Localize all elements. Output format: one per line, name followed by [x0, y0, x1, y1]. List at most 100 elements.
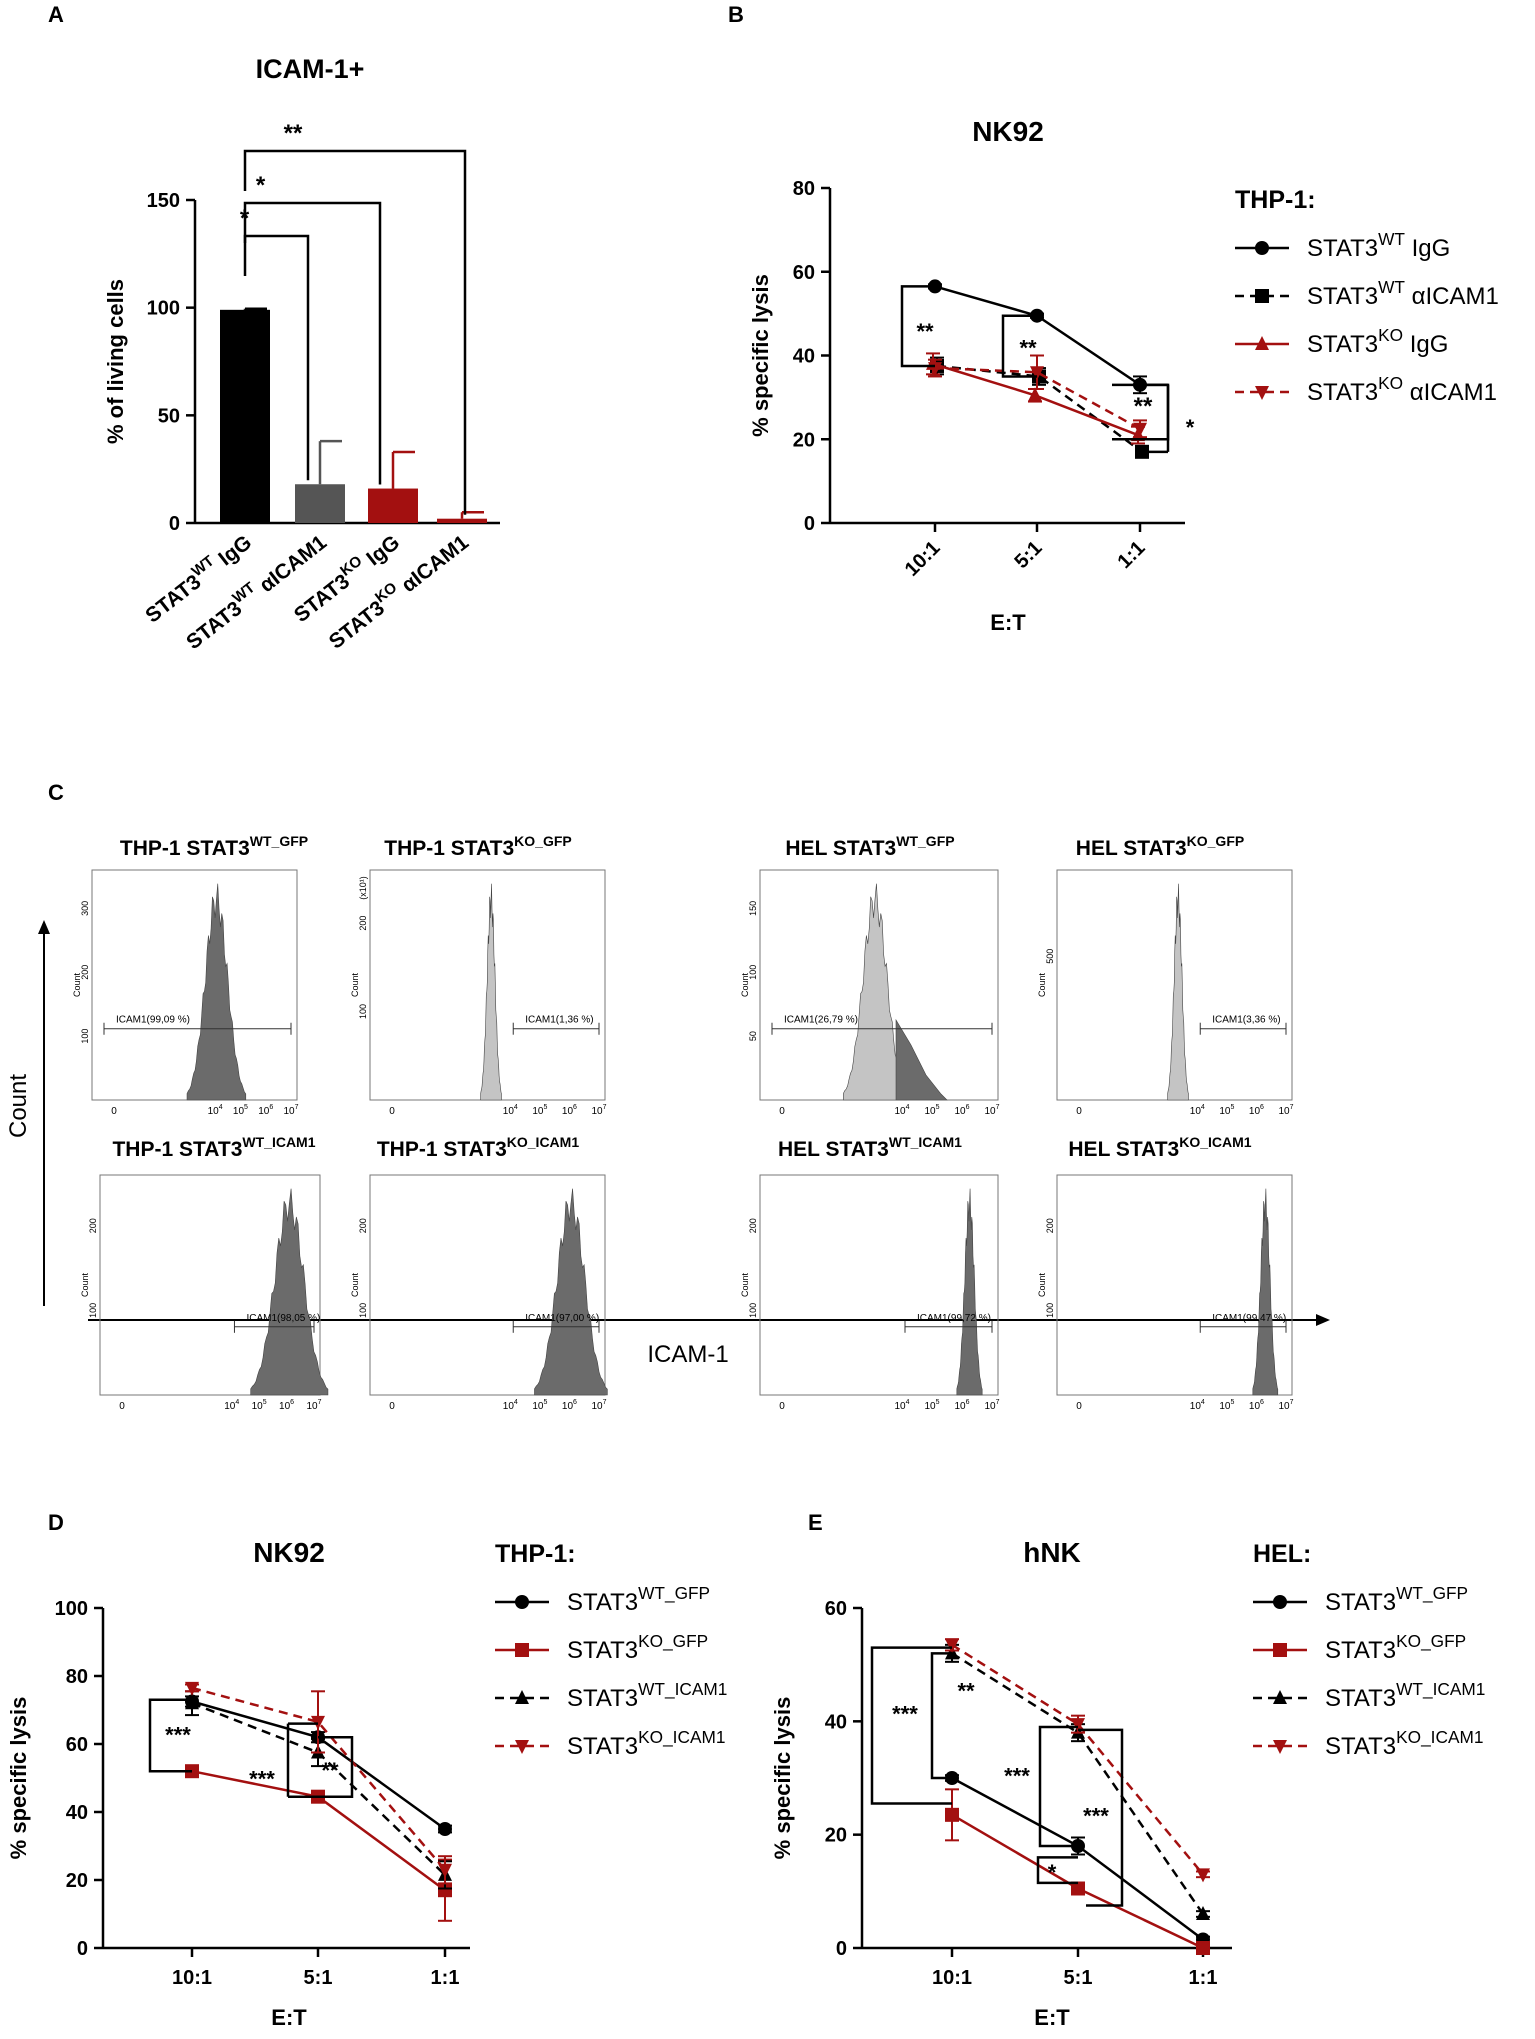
- flow-x-tick-label: 107: [984, 1104, 999, 1117]
- panel-e-line-chart: hNK 0 20 40 60 10:1 5:1 1:1 E:T % specific lysis H…: [770, 1537, 1485, 2030]
- chart-d-series-line: [191, 1769, 446, 1892]
- flow-x-tick-label: 107: [591, 1399, 606, 1412]
- flow-histogram: [956, 1188, 983, 1396]
- chart-e-legend-label-sup: KO_ICAM1: [1396, 1727, 1483, 1747]
- flow-x-tick-base: 10: [591, 1106, 603, 1117]
- flow-plot-title-sup: KO_GFP: [514, 833, 572, 849]
- chart-e-data-point: [945, 1638, 959, 1653]
- chart-b-legend-label-sup: KO: [1378, 373, 1403, 393]
- flow-x-tick-exp: 5: [244, 1104, 248, 1111]
- flow-gate-label: ICAM1(26,79 %): [784, 1015, 858, 1026]
- chart-a-significance-bracket: [243, 201, 382, 485]
- chart-b-significance-label: **: [916, 319, 934, 344]
- flow-plot-title: HEL STAT3WT_GFP: [785, 833, 954, 860]
- flow-x-tick-exp: 5: [263, 1399, 267, 1406]
- flow-x-tick-base: 10: [1219, 1106, 1231, 1117]
- chart-d-legend-label-sup: WT_GFP: [638, 1583, 710, 1603]
- flow-x-tick-label: 107: [306, 1399, 321, 1412]
- flow-x-tick-base: 0: [119, 1401, 125, 1412]
- flow-x-tick-base: 10: [1190, 1106, 1202, 1117]
- chart-d-y-label: % specific lysis: [6, 1697, 31, 1860]
- chart-e-legend-label-main: STAT3: [1325, 1637, 1396, 1664]
- flow-plot-title-main: HEL STAT3: [785, 837, 896, 860]
- chart-e-x-tick-label: 10:1: [932, 1967, 972, 1989]
- flow-y-multiplier: (x10¹): [358, 876, 368, 900]
- flow-gate-label: ICAM1(1,36 %): [525, 1015, 593, 1026]
- flow-x-tick-exp: 6: [573, 1104, 577, 1111]
- chart-d-significance-bracket: [286, 1722, 318, 1798]
- flow-x-tick-exp: 5: [543, 1399, 547, 1406]
- flow-y-tick-value: 50: [748, 1031, 758, 1041]
- flow-x-arrow-head: [1316, 1314, 1330, 1326]
- chart-d-legend-label-main: STAT3: [567, 1589, 638, 1616]
- flow-x-tick-label: 106: [279, 1399, 294, 1412]
- flow-x-tick-exp: 6: [1260, 1104, 1264, 1111]
- chart-b-legend-marker: [1255, 289, 1269, 303]
- flow-x-tick-label: 0: [389, 1401, 395, 1412]
- chart-d-significance-bracket: [148, 1698, 192, 1773]
- flow-x-tick-exp: 5: [543, 1104, 547, 1111]
- chart-d-legend-label-sup: KO_GFP: [638, 1631, 708, 1651]
- chart-e-legend-label-sup: KO_GFP: [1396, 1631, 1466, 1651]
- chart-d-legend-title: THP-1:: [495, 1540, 576, 1568]
- flow-y-tick-value: 100: [88, 1303, 98, 1318]
- chart-d-x-tick-label: 1:1: [431, 1967, 460, 1989]
- flow-x-tick-label: 0: [1076, 1106, 1082, 1117]
- flow-x-tick-exp: 4: [235, 1399, 239, 1406]
- flow-x-axis-label: ICAM-1: [647, 1341, 728, 1368]
- chart-b-legend-marker: [1255, 241, 1269, 255]
- chart-e-series-line: [951, 1813, 1204, 1950]
- flow-x-tick-label: 0: [119, 1401, 125, 1412]
- chart-b-x-tick-label: 1:1: [1114, 537, 1150, 573]
- chart-e-legend-label-main: STAT3: [1325, 1733, 1396, 1760]
- chart-b-data-point: [1133, 422, 1147, 437]
- chart-b-legend-label: STAT3KO αICAM1: [1307, 373, 1497, 406]
- chart-e-data-point: [1196, 1906, 1210, 1920]
- chart-a-y-tick-label: 0: [169, 513, 180, 535]
- flow-plot-title: HEL STAT3KO_ICAM1: [1068, 1134, 1251, 1161]
- flow-x-tick-label: 104: [503, 1399, 518, 1412]
- flow-x-tick-base: 10: [279, 1401, 291, 1412]
- flow-plot-frame: [369, 1174, 606, 1396]
- flow-x-tick-base: 10: [503, 1401, 515, 1412]
- chart-d-y-tick-label: 80: [66, 1666, 88, 1688]
- chart-d-data-point: [438, 1863, 452, 1878]
- chart-e-series-line: [951, 1652, 1205, 1915]
- flow-x-tick-base: 10: [954, 1106, 966, 1117]
- chart-e-x-tick-label: 1:1: [1189, 1967, 1218, 1989]
- flow-x-tick-exp: 4: [219, 1104, 223, 1111]
- flow-x-tick-label: 106: [562, 1399, 577, 1412]
- flow-x-tick-base: 0: [1076, 1106, 1082, 1117]
- chart-e-legend-label-sup: WT_ICAM1: [1396, 1679, 1485, 1699]
- chart-e-legend-label: STAT3WT_GFP: [1325, 1583, 1468, 1616]
- flow-histogram: [250, 1188, 329, 1396]
- chart-b-legend-label-main: STAT3: [1307, 235, 1378, 262]
- flow-x-tick-label: 105: [924, 1104, 939, 1117]
- flow-gate-label: ICAM1(99,09 %): [116, 1015, 190, 1026]
- chart-b-significance-label: *: [1186, 415, 1195, 440]
- chart-e-data-point: [1196, 1868, 1210, 1883]
- chart-d-legend-label-main: STAT3: [567, 1685, 638, 1712]
- chart-b-significance-bracket: [1001, 314, 1037, 378]
- flow-x-tick-exp: 7: [1290, 1104, 1294, 1111]
- flow-x-tick-label: 106: [954, 1104, 969, 1117]
- chart-e-data-point: [945, 1807, 959, 1822]
- panel-label-d: D: [48, 1510, 64, 1535]
- chart-e-series-line: [951, 1643, 1204, 1876]
- chart-a-category-label-tail: αICAM1: [393, 531, 474, 601]
- chart-e-legend-label: STAT3WT_ICAM1: [1325, 1679, 1485, 1712]
- chart-b-data-point: [1030, 366, 1044, 381]
- flow-x-tick-base: 10: [591, 1401, 603, 1412]
- flow-x-tick-exp: 5: [936, 1399, 940, 1406]
- flow-y-tick-value: 200: [1045, 1218, 1055, 1233]
- flow-x-tick-label: 105: [532, 1104, 547, 1117]
- flow-y-tick-label: Count: [1037, 973, 1047, 998]
- chart-e-legend-label-main: STAT3: [1325, 1685, 1396, 1712]
- flow-x-tick-base: 10: [1278, 1106, 1290, 1117]
- chart-e-legend-label-sup: WT_GFP: [1396, 1583, 1468, 1603]
- chart-d-title: NK92: [253, 1537, 325, 1568]
- flow-x-tick-base: 10: [1219, 1401, 1231, 1412]
- chart-b-y-tick-label: 60: [793, 262, 815, 284]
